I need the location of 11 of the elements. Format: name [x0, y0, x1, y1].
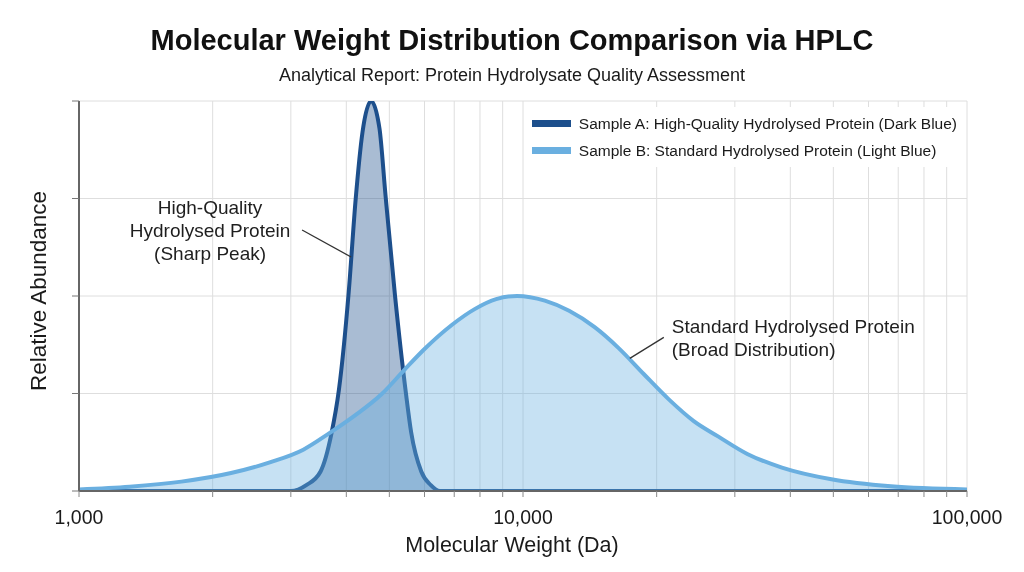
- chart-title: Molecular Weight Distribution Comparison via HPLC: [149, 23, 875, 57]
- annotation: Standard Hydrolysed Protein (Broad Distribution): [671, 315, 915, 360]
- x-tick-label: 1,000: [54, 505, 104, 528]
- x-tick-label: 10,000: [493, 505, 553, 528]
- legend-label: Sample A: High-Quality Hydrolysed Protein (Dark Blue): [578, 114, 957, 133]
- x-axis-title: Molecular Weight (Da): [405, 533, 619, 557]
- chart-subtitle: Analytical Report: Protein Hydrolysate Quality Assessment: [277, 64, 747, 86]
- x-tick-label: 100,000: [931, 505, 1003, 528]
- legend-label: Sample B: Standard Hydrolysed Protein (Light Blue): [578, 141, 937, 160]
- y-axis-title: Relative Abundance: [25, 190, 51, 392]
- annotation: High-Quality Hydrolysed Protein (Sharp Peak): [129, 196, 291, 264]
